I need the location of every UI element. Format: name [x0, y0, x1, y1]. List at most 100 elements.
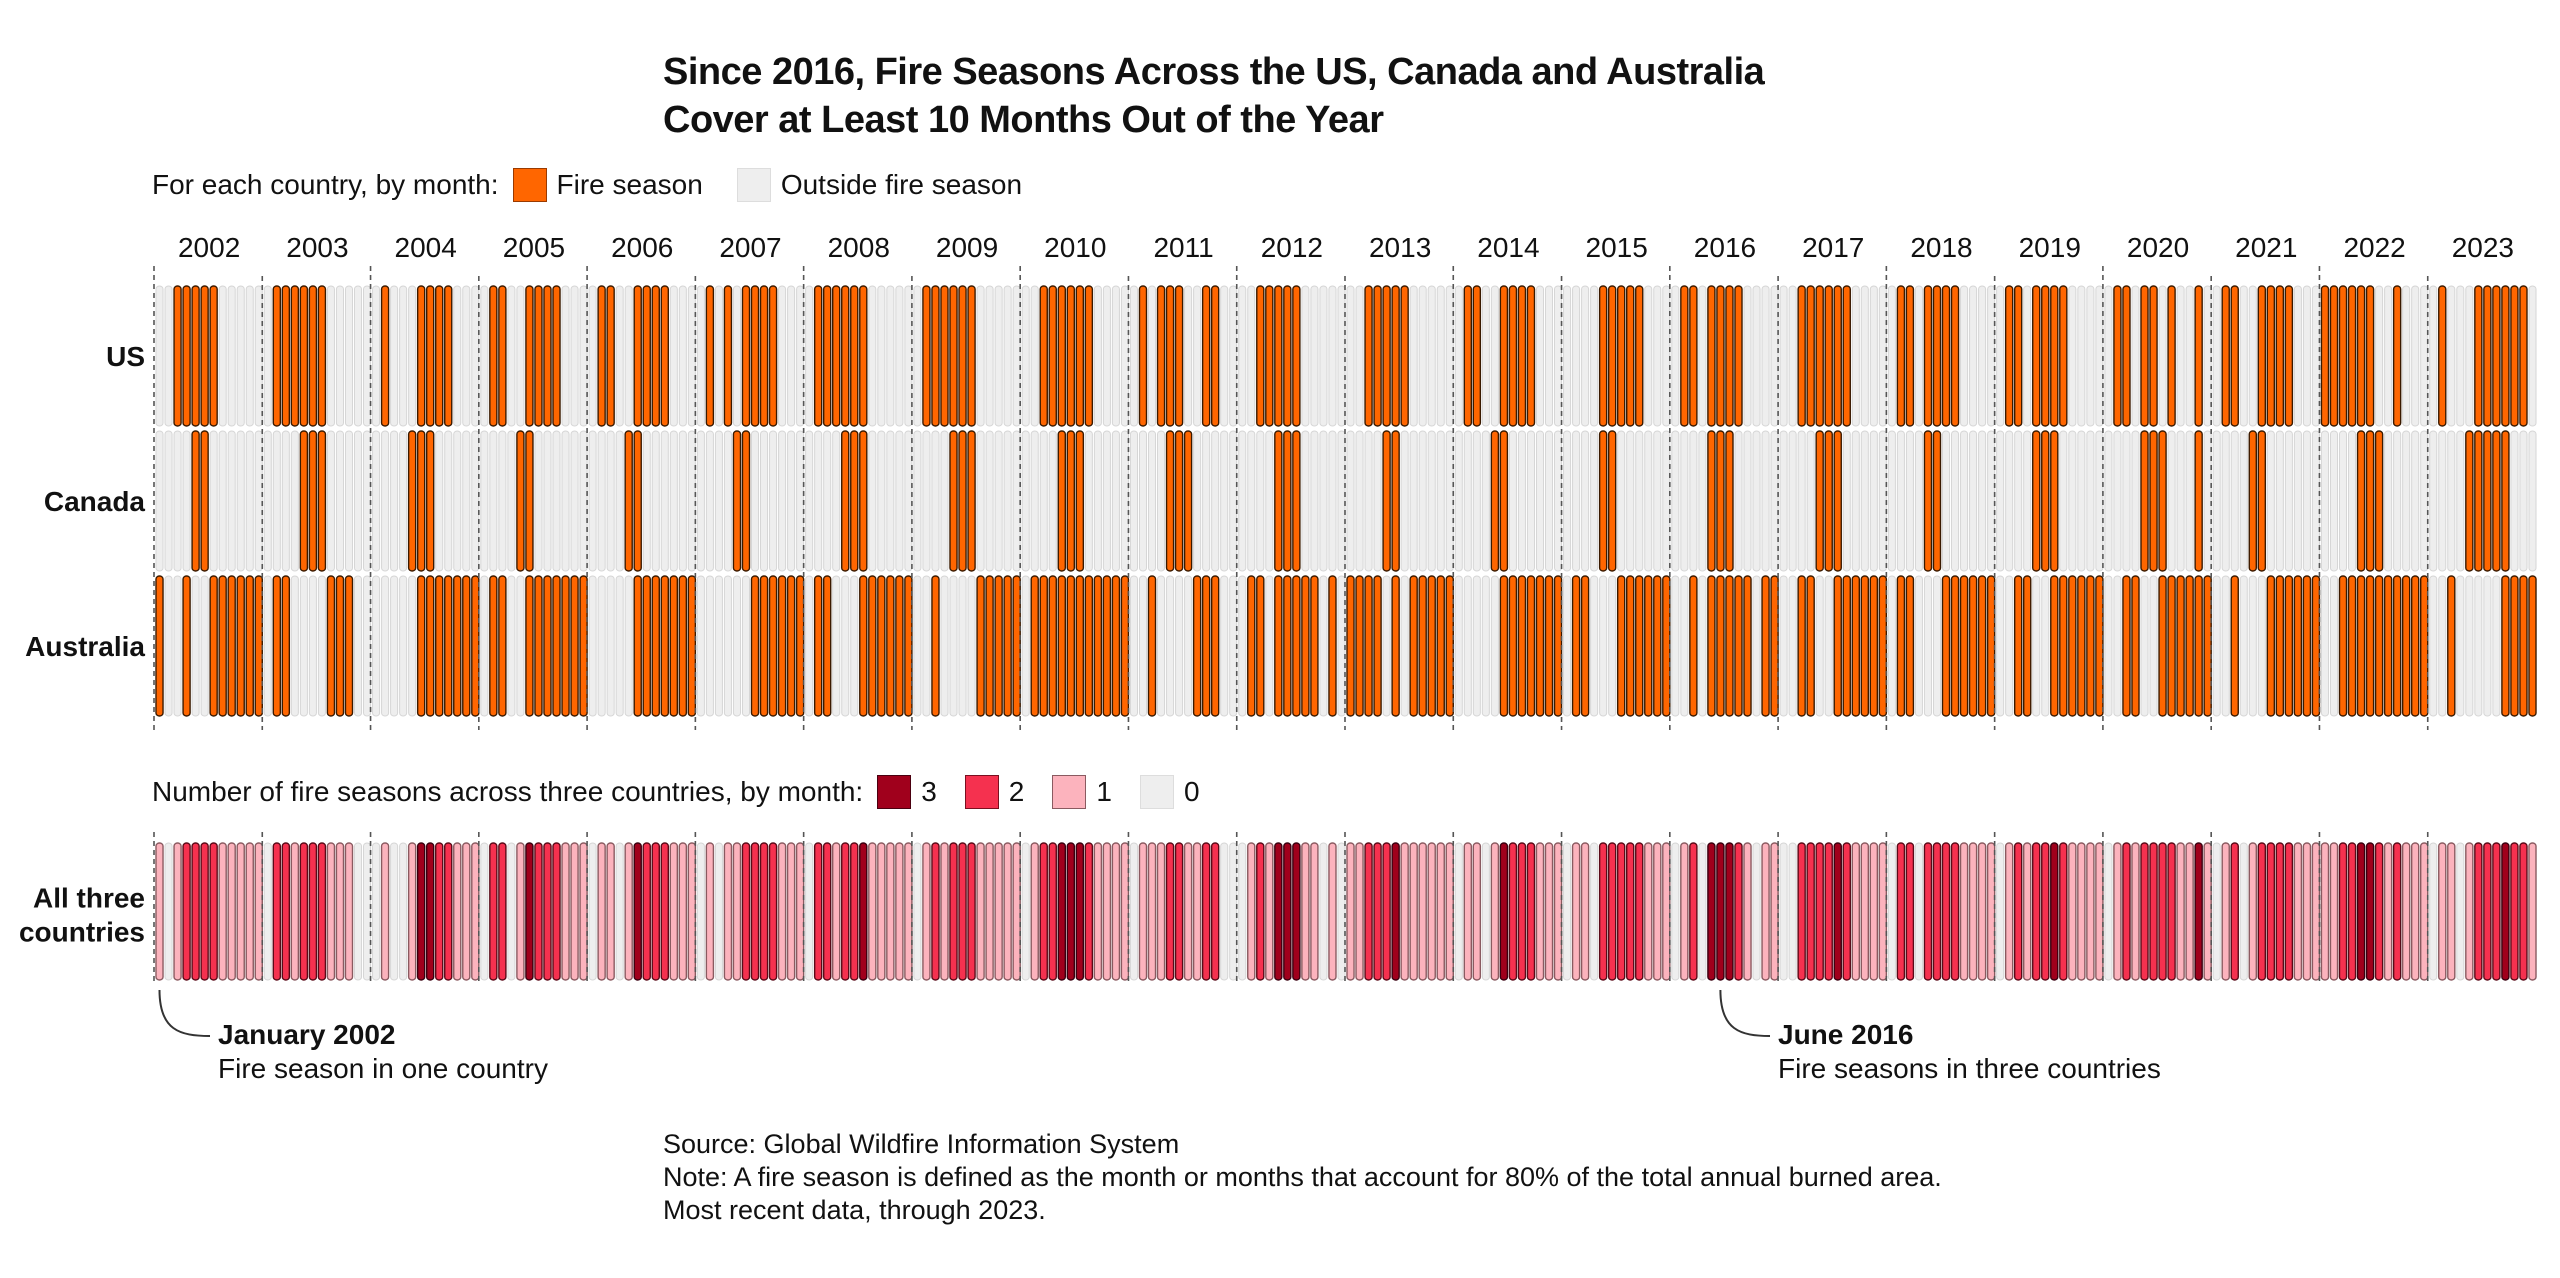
bar-australia-2006-3 [606, 575, 615, 717]
bar-combined-2017-5 [1815, 842, 1824, 981]
bar-australia-2006-12 [687, 575, 697, 717]
bar-combined-2022-1 [2320, 842, 2330, 981]
bar-us-2015-7 [1616, 285, 1626, 427]
bar-canada-2023-10 [2510, 430, 2519, 572]
bar-australia-2017-3 [1797, 575, 1806, 717]
bar-canada-2011-12 [1229, 430, 1238, 572]
bar-canada-2019-6 [2041, 430, 2050, 572]
bar-canada-2005-1 [480, 430, 489, 572]
bar-canada-2007-12 [796, 430, 805, 572]
bar-combined-2023-5 [2465, 842, 2474, 981]
bar-combined-2013-7 [1400, 842, 1409, 981]
bar-us-2010-12 [1120, 285, 1129, 427]
bar-us-2013-1 [1346, 285, 1355, 427]
bar-australia-2002-4 [182, 575, 191, 717]
bar-canada-2004-10 [453, 430, 462, 572]
bar-us-2011-10 [1210, 285, 1220, 427]
bar-canada-2002-2 [164, 430, 173, 572]
bar-us-2004-7 [425, 285, 435, 427]
bar-canada-2013-3 [1364, 430, 1373, 572]
bar-australia-2009-5 [949, 575, 958, 717]
legend-label-fire-season: Fire season [556, 169, 703, 200]
bar-canada-2009-4 [940, 430, 949, 572]
bar-australia-2017-5 [1815, 575, 1824, 717]
legend-swatch-3 [877, 775, 912, 809]
bar-australia-2012-9 [1310, 575, 1319, 717]
bar-australia-2012-5 [1274, 575, 1283, 717]
bar-australia-2007-2 [705, 575, 714, 717]
bar-australia-2016-6 [1716, 575, 1725, 717]
bar-combined-2021-9 [2284, 842, 2294, 981]
bar-canada-2020-6 [2149, 430, 2158, 572]
bar-us-2007-3 [714, 285, 723, 427]
bar-australia-2018-6 [1932, 575, 1942, 717]
bar-combined-2011-11 [1220, 842, 1229, 981]
bar-combined-2016-5 [1707, 842, 1716, 981]
bar-canada-2010-10 [1102, 430, 1111, 572]
bar-canada-2020-1 [2104, 430, 2113, 572]
bar-canada-2023-4 [2456, 430, 2465, 572]
bar-canada-2015-8 [1626, 430, 1635, 572]
bar-us-2020-10 [2185, 285, 2194, 427]
bar-australia-2008-3 [822, 575, 832, 717]
bar-combined-2018-10 [1968, 842, 1978, 981]
footer: Source: Global Wildfire Information Syst… [663, 1128, 1963, 1227]
bar-canada-2005-7 [534, 430, 543, 572]
bar-combined-2017-12 [1878, 842, 1888, 981]
bar-combined-2010-10 [1102, 842, 1112, 981]
bar-canada-2002-9 [227, 430, 236, 572]
year-label-2011: 2011 [1153, 232, 1213, 263]
bar-australia-2019-2 [2005, 575, 2014, 717]
bar-us-2014-3 [1472, 285, 1482, 427]
legend-label-3: 3 [921, 776, 937, 807]
bar-canada-2018-4 [1914, 430, 1923, 572]
bar-us-2019-8 [2059, 285, 2068, 427]
bar-combined-2006-6 [633, 842, 642, 981]
bar-canada-2005-5 [516, 430, 525, 572]
bar-australia-2019-1 [1996, 575, 2005, 717]
combined-row-label-2: countries [19, 917, 145, 948]
bar-combined-2002-8 [218, 842, 227, 981]
bar-combined-2023-3 [2447, 842, 2456, 981]
bar-canada-2013-5 [1382, 430, 1391, 572]
bar-canada-2017-11 [1869, 430, 1878, 572]
annotation-jan-2002: January 2002 Fire season in one country [218, 1018, 548, 1086]
bar-combined-2002-10 [236, 842, 245, 981]
bar-australia-2003-6 [308, 575, 317, 717]
bar-combined-2010-6 [1066, 842, 1076, 981]
bar-australia-2007-9 [768, 575, 778, 717]
bar-australia-2022-11 [2410, 575, 2420, 717]
bar-us-2007-8 [759, 285, 769, 427]
bar-us-2008-5 [841, 285, 850, 427]
bar-canada-2008-1 [805, 430, 814, 572]
bar-combined-2002-5 [191, 842, 200, 981]
bar-us-2013-6 [1391, 285, 1400, 427]
bar-australia-2002-12 [254, 575, 263, 717]
bar-us-2018-7 [1941, 285, 1951, 427]
bar-combined-2021-11 [2302, 842, 2312, 981]
bar-canada-2010-7 [1075, 430, 1085, 572]
bar-us-2020-3 [2122, 285, 2131, 427]
bar-canada-2014-7 [1508, 430, 1517, 572]
bar-canada-2007-9 [769, 430, 778, 572]
bar-canada-2008-2 [814, 430, 823, 572]
year-label-2021: 2021 [2235, 232, 2297, 263]
bar-us-2019-3 [2013, 285, 2023, 427]
bar-australia-2009-8 [976, 575, 985, 717]
bar-combined-2008-3 [822, 842, 832, 981]
bar-us-2007-6 [741, 285, 751, 427]
bar-canada-2015-6 [1607, 430, 1617, 572]
bar-combined-2005-4 [507, 842, 516, 981]
bar-australia-2013-9 [1418, 575, 1427, 717]
bar-canada-2008-5 [841, 430, 850, 572]
bar-us-2011-9 [1201, 285, 1211, 427]
bar-australia-2016-2 [1680, 575, 1689, 717]
bar-us-2003-9 [335, 285, 344, 427]
bar-canada-2018-5 [1923, 430, 1933, 572]
bar-combined-2005-9 [552, 842, 561, 981]
bar-combined-2004-10 [453, 842, 462, 981]
bar-combined-2002-12 [254, 842, 263, 981]
bar-combined-2014-8 [1517, 842, 1527, 981]
bar-australia-2022-10 [2401, 575, 2411, 717]
country-legend: For each country, by month: Fire season … [152, 168, 1056, 202]
